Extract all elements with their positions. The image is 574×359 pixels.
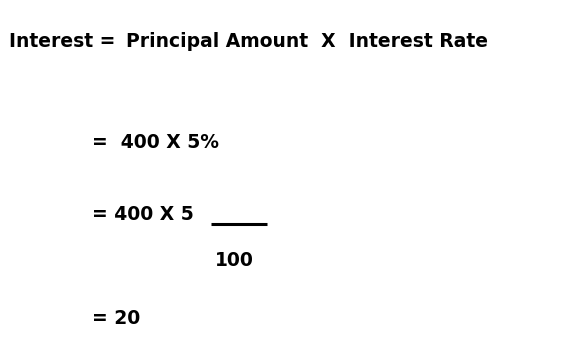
Text: =  400 X 5%: = 400 X 5% bbox=[92, 133, 219, 152]
Text: = 400 X 5: = 400 X 5 bbox=[92, 205, 193, 224]
Text: = 20: = 20 bbox=[92, 309, 140, 328]
Text: Principal Amount  X  Interest Rate: Principal Amount X Interest Rate bbox=[126, 32, 488, 51]
Text: Interest =: Interest = bbox=[9, 32, 122, 51]
Text: 100: 100 bbox=[215, 251, 254, 270]
